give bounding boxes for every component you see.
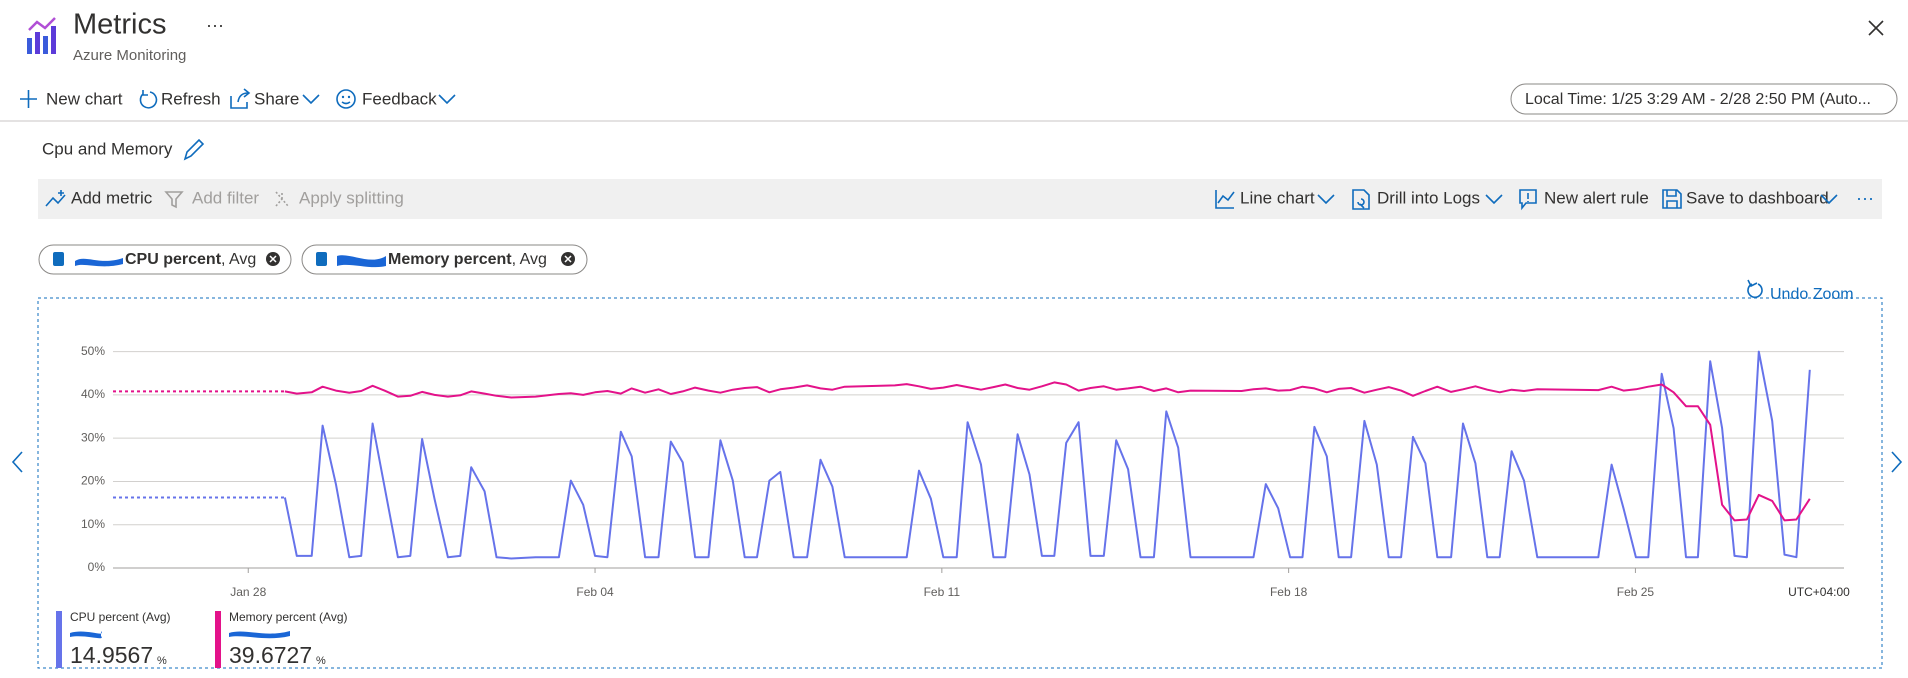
- resource-icon: [316, 252, 327, 266]
- metric-pill[interactable]: [38, 244, 292, 275]
- metric-name: Memory percent: [388, 251, 512, 268]
- resource-icon: [53, 252, 64, 266]
- chart-toolbar-button[interactable]: Line chart: [1240, 188, 1315, 207]
- time-range-picker[interactable]: [1510, 83, 1898, 115]
- aggregation: , Avg: [512, 251, 547, 268]
- chevron: [438, 94, 456, 105]
- y-tick-label: 0%: [88, 560, 106, 574]
- x-tick-label: Feb 25: [1617, 585, 1655, 599]
- metric-name: CPU percent: [125, 251, 222, 268]
- edit-icon[interactable]: [183, 138, 205, 161]
- page-title: Metrics: [73, 9, 166, 41]
- y-tick-label: 10%: [81, 517, 105, 531]
- series-line: [283, 350, 1811, 560]
- x-tick-label: Feb 11: [924, 585, 961, 599]
- more-button[interactable]: ···: [206, 15, 224, 35]
- toolbar-button[interactable]: Refresh: [161, 89, 221, 108]
- toolbar-button[interactable]: Feedback: [362, 89, 437, 108]
- legend: CPU percent (Avg) 14.9567 % Memory percent …: [56, 610, 347, 668]
- more-button[interactable]: ···: [1856, 188, 1874, 208]
- x-tick-label: Feb 18: [1270, 585, 1308, 599]
- chevron: [1317, 194, 1335, 205]
- chart-toolbar-button[interactable]: New alert rule: [1544, 188, 1649, 207]
- add-filter-icon: [164, 191, 184, 209]
- toolbar-button[interactable]: Share: [254, 89, 299, 108]
- share-icon: [230, 88, 251, 109]
- legend-swatch: [56, 611, 62, 668]
- undo-zoom[interactable]: Undo Zoom: [1770, 286, 1854, 303]
- chevron: [302, 94, 320, 105]
- x-tick-label: Feb 04: [576, 585, 614, 599]
- metrics-icon: [27, 17, 56, 54]
- chart-name: Cpu and Memory: [42, 139, 173, 158]
- chart-frame: [37, 297, 1883, 669]
- redacted: [229, 631, 290, 639]
- y-tick-label: 30%: [81, 430, 105, 444]
- timezone-label: UTC+04:00: [1788, 585, 1850, 599]
- page-subtitle: Azure Monitoring: [73, 47, 186, 64]
- save-icon: [1662, 189, 1682, 209]
- chart-toolbar: [38, 179, 1882, 219]
- alert-icon: [1519, 189, 1537, 211]
- y-tick-label: 50%: [81, 344, 105, 358]
- chart-toolbar-button[interactable]: Add metric: [71, 188, 153, 207]
- legend-value: 39.6727: [229, 642, 312, 668]
- feedback-icon: [336, 89, 356, 109]
- series-line: [284, 381, 1811, 522]
- chart-toolbar-button[interactable]: Save to dashboard: [1686, 188, 1829, 207]
- legend-unit: %: [316, 655, 326, 667]
- y-tick-label: 20%: [81, 474, 105, 488]
- legend-value: 14.9567: [70, 642, 153, 668]
- toolbar-button[interactable]: New chart: [46, 89, 123, 108]
- legend-unit: %: [157, 655, 167, 667]
- legend-entry: CPU percent (Avg): [70, 610, 170, 624]
- plot: 0% 10% 20% 30% 40% 50% Jan 28 Feb 04 Feb 11 Feb 1…: [81, 344, 1844, 599]
- legend-entry: Memory percent (Avg): [229, 610, 347, 624]
- splitting-icon: [275, 191, 289, 207]
- redacted: [70, 631, 102, 639]
- legend-swatch: [215, 611, 221, 668]
- redacted: [337, 255, 386, 268]
- add-metric-icon: [45, 190, 66, 207]
- chart-toolbar-button: Add filter: [192, 188, 259, 207]
- svg-text:CPU percent, Avg: CPU percent, Avg: [125, 251, 256, 268]
- chart-toolbar-button[interactable]: Drill into Logs: [1377, 188, 1480, 207]
- remove-metric[interactable]: [561, 252, 575, 266]
- y-tick-label: 40%: [81, 387, 105, 401]
- chevron: [1485, 194, 1503, 205]
- close-button[interactable]: [1868, 20, 1884, 36]
- undo-icon: [1747, 279, 1763, 299]
- line-chart-icon: [1215, 190, 1235, 209]
- chevron: [1820, 194, 1838, 205]
- prev-arrow[interactable]: [11, 451, 23, 473]
- time-range-text: Local Time: 1/25 3:29 AM - 2/28 2:50 PM …: [1525, 91, 1871, 108]
- logs-icon: [1352, 189, 1370, 210]
- next-arrow[interactable]: [1891, 451, 1903, 473]
- new-chart-icon: [20, 90, 37, 108]
- refresh-icon: [139, 90, 158, 109]
- aggregation: , Avg: [221, 251, 256, 268]
- remove-metric[interactable]: [266, 252, 280, 266]
- svg-text:Memory percent, Avg: Memory percent, Avg: [388, 251, 547, 268]
- x-tick-label: Jan 28: [230, 585, 266, 599]
- chart-toolbar-button: Apply splitting: [299, 188, 404, 207]
- redacted: [75, 258, 123, 267]
